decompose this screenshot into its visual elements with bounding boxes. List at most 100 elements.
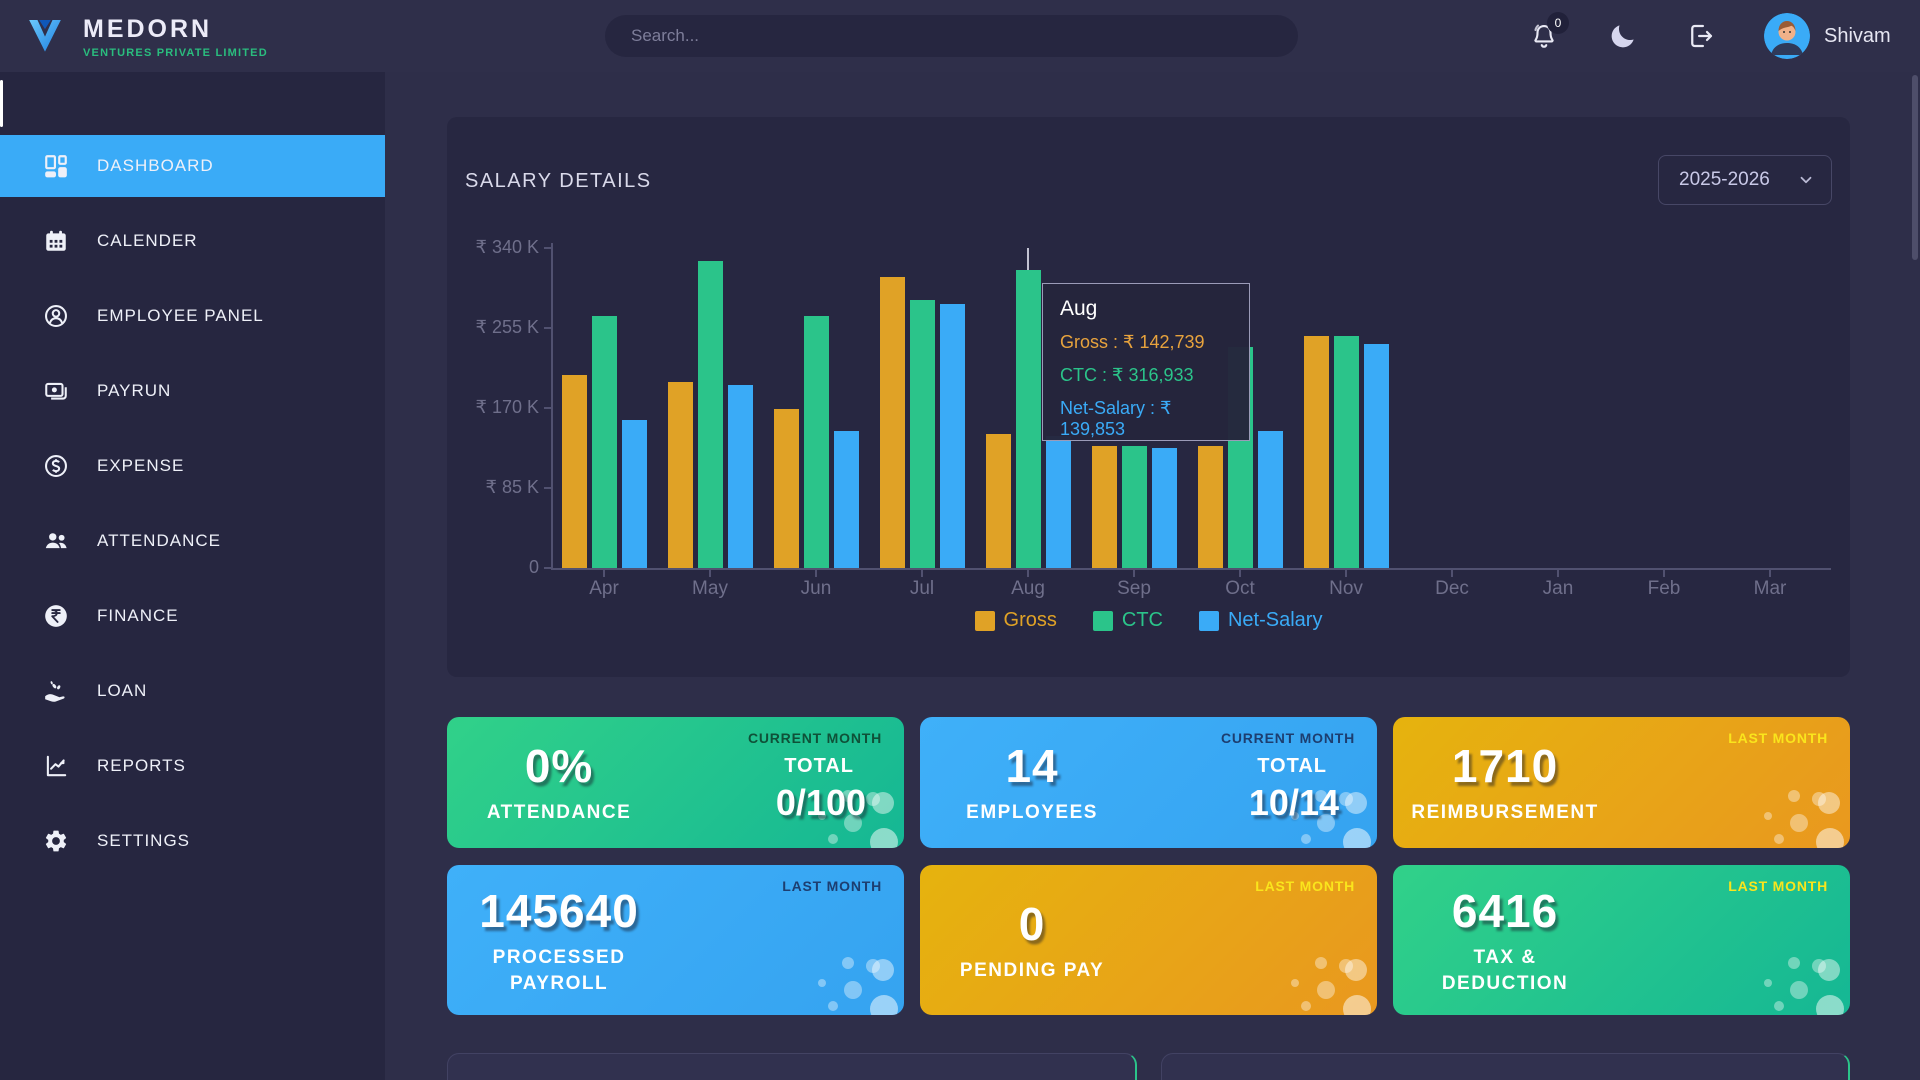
bar-nov-gross[interactable] xyxy=(1303,336,1329,568)
bubble xyxy=(1339,792,1353,806)
sidebar-item-label: EMPLOYEE PANEL xyxy=(97,306,264,325)
user-name[interactable]: Shivam xyxy=(1824,24,1891,47)
bubble xyxy=(842,790,854,802)
x-axis-label: Oct xyxy=(1225,578,1255,599)
sidebar-item-calender[interactable]: CALENDER xyxy=(0,210,385,272)
bar-may-ctc[interactable] xyxy=(697,261,723,568)
body-row: DASHBOARD CALENDER EMPLOYEE PANEL PAYRUN EXP… xyxy=(0,72,1920,1080)
bar-may-net-salary[interactable] xyxy=(727,385,753,568)
y-axis-label: ₹ 170 K xyxy=(475,397,540,417)
x-axis-label: Jun xyxy=(800,578,832,599)
x-axis-tick xyxy=(1663,570,1665,577)
bar-apr-net-salary[interactable] xyxy=(621,420,647,568)
sidebar-item-expense[interactable]: EXPENSE xyxy=(0,435,385,497)
brand: MEDORN VENTURES PRIVATE LIMITED xyxy=(25,13,268,62)
card-label: EMPLOYEES xyxy=(966,802,1098,824)
bubble xyxy=(1291,979,1299,987)
bar-jun-ctc[interactable] xyxy=(803,316,829,568)
bar-sep-gross[interactable] xyxy=(1091,446,1117,568)
sidebar-item-dashboard[interactable]: DASHBOARD xyxy=(0,135,385,197)
card-main: 0 PENDING PAY xyxy=(920,865,1144,1015)
bar-aug-ctc[interactable] xyxy=(1015,270,1041,568)
sidebar-item-attendance[interactable]: ATTENDANCE xyxy=(0,510,385,572)
sidebar-item-loan[interactable]: LOAN xyxy=(0,660,385,722)
chart-legend: Gross CTC Net-Salary xyxy=(447,609,1850,632)
bar-apr-ctc[interactable] xyxy=(591,316,617,568)
card-total xyxy=(1144,879,1377,1015)
salary-chart: Aug Gross : ₹ 142,739 CTC : ₹ 316,933 Ne… xyxy=(447,117,1850,677)
bubble xyxy=(1343,995,1371,1015)
bar-aug-net-salary[interactable] xyxy=(1045,436,1071,568)
card-total: TOTAL 10/14 xyxy=(1144,731,1377,848)
bar-oct-gross[interactable] xyxy=(1197,446,1223,568)
legend-item-net-salary[interactable]: Net-Salary xyxy=(1198,609,1322,632)
x-axis-tick xyxy=(1239,570,1241,577)
year-dropdown-value: 2025-2026 xyxy=(1679,169,1770,190)
x-axis-label: Jul xyxy=(909,578,935,599)
settings-icon xyxy=(42,827,70,855)
dark-mode-moon-icon[interactable] xyxy=(1608,21,1638,51)
sidebar-item-settings[interactable]: SETTINGS xyxy=(0,810,385,872)
bar-jul-gross[interactable] xyxy=(879,277,905,568)
card-main: 14 EMPLOYEES xyxy=(920,717,1144,848)
bar-nov-net-salary[interactable] xyxy=(1363,344,1389,568)
bar-jul-net-salary[interactable] xyxy=(939,304,965,568)
period-label: LAST MONTH xyxy=(782,878,882,894)
x-axis-label: Dec xyxy=(1435,578,1469,599)
x-axis-label: May xyxy=(692,578,728,599)
attendance-icon xyxy=(42,527,70,555)
bar-oct-net-salary[interactable] xyxy=(1257,431,1283,568)
bar-jun-net-salary[interactable] xyxy=(833,431,859,568)
bar-jul-ctc[interactable] xyxy=(909,300,935,568)
bar-nov-ctc[interactable] xyxy=(1333,336,1359,568)
total-label: TOTAL xyxy=(1257,755,1327,777)
bubble xyxy=(1788,957,1800,969)
legend-item-gross[interactable]: Gross xyxy=(974,609,1057,632)
x-axis-label: Mar xyxy=(1753,578,1787,599)
card-value: 0% xyxy=(524,740,594,793)
legend-swatch xyxy=(1198,610,1219,631)
x-axis-tick xyxy=(1557,570,1559,577)
logout-icon[interactable] xyxy=(1686,21,1716,51)
sidebar-item-label: CALENDER xyxy=(97,231,198,250)
search-input[interactable] xyxy=(605,15,1298,57)
sidebar-item-reports[interactable]: REPORTS xyxy=(0,735,385,797)
bubble xyxy=(844,814,862,832)
card-total xyxy=(1617,731,1850,848)
bubble xyxy=(1774,834,1784,844)
bar-sep-net-salary[interactable] xyxy=(1151,448,1177,568)
sidebar-item-label: REPORTS xyxy=(97,756,186,775)
legend-item-ctc[interactable]: CTC xyxy=(1092,609,1163,632)
bar-jun-gross[interactable] xyxy=(773,409,799,568)
bar-apr-gross[interactable] xyxy=(561,375,587,568)
year-dropdown[interactable]: 2025-2026 xyxy=(1658,155,1832,205)
notification-bell-icon[interactable]: 0 xyxy=(1529,12,1569,51)
bubble xyxy=(1315,957,1327,969)
main-content: SALARY DETAILS 2025-2026 Aug Gross : ₹ 1… xyxy=(385,72,1920,1080)
bar-aug-gross[interactable] xyxy=(985,434,1011,568)
bar-may-gross[interactable] xyxy=(667,382,693,568)
stat-cards-grid: CURRENT MONTH 0% ATTENDANCE TOTAL 0/100 CURRE… xyxy=(447,717,1850,1015)
bubble xyxy=(866,959,880,973)
chart-tooltip: Aug Gross : ₹ 142,739 CTC : ₹ 316,933 Ne… xyxy=(1042,283,1250,441)
sidebar-item-payrun[interactable]: PAYRUN xyxy=(0,360,385,422)
bubble xyxy=(1345,959,1367,981)
user-avatar[interactable] xyxy=(1764,13,1810,59)
employee-icon xyxy=(42,302,70,330)
top-navbar: MEDORN VENTURES PRIVATE LIMITED 0 xyxy=(0,0,1920,72)
bar-sep-ctc[interactable] xyxy=(1121,446,1147,568)
page-scrollbar[interactable] xyxy=(1912,75,1918,260)
y-axis-tick xyxy=(544,567,551,569)
tooltip-net: Net-Salary : ₹ 139,853 xyxy=(1060,398,1172,439)
x-axis-tick xyxy=(921,570,923,577)
sidebar-item-finance[interactable]: FINANCE xyxy=(0,585,385,647)
x-axis-tick xyxy=(1451,570,1453,577)
card-label: ATTENDANCE xyxy=(486,802,632,824)
card-label: PENDING PAY xyxy=(959,959,1105,981)
brand-logo-icon xyxy=(25,13,65,62)
bubble xyxy=(1317,814,1335,832)
bubble xyxy=(818,812,826,820)
sidebar-item-employee-panel[interactable]: EMPLOYEE PANEL xyxy=(0,285,385,347)
sidebar-item-label: LOAN xyxy=(97,681,148,700)
